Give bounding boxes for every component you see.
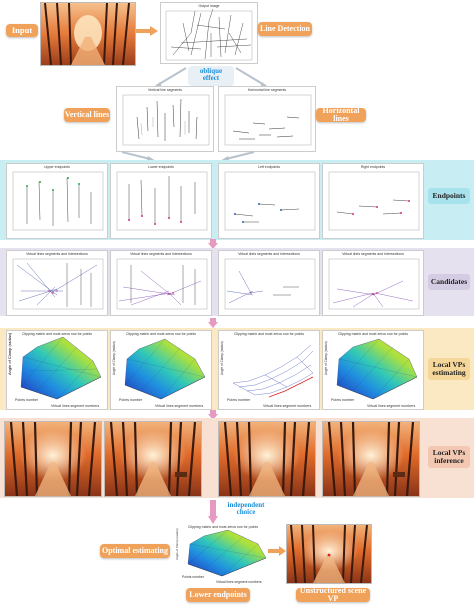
surface-ylabel-3: Virtual lines segment numbers [263,404,311,408]
candidates-panel-1: Virtual lines segments and Intersections [6,250,108,316]
inference-image-4 [322,421,420,497]
surface-ylabel-2: Virtual lines segment numbers [155,404,203,408]
endpoints-title-left: Left endpoints [258,165,280,169]
horizontal-lines-panel: Horizontal line segments [218,86,316,152]
surface-zlabel-3: Angle of Clamp (radian) [220,341,224,375]
surface-title-1: Clipping matrix and most zeros row for p… [21,332,93,336]
vertical-lines-label: Vertical lines [64,108,110,122]
surface-xlabel-4: Points number [331,398,355,402]
final-surface-panel: Clipping matrix and most zeros row for p… [174,524,272,584]
surface-title-4: Clipping matrix and most zeros row for p… [337,332,409,336]
candidates-panel-2: Virtual lines segments and Intersections [110,250,212,316]
endpoints-panel-upper: Upper endpoints [6,163,108,239]
candidates-title-2: Virtual lines segments and Intersections [130,252,192,256]
inference-image-2 [104,421,202,497]
surface-panel-4: Clipping matrix and most zeros row for p… [322,330,424,410]
arrow-to-candidates [208,239,218,249]
line-detection-panel: Output image [160,2,258,64]
final-surface-xlabel: Points number [182,575,205,579]
surface-panel-3: Clipping matrix and most zeros row for p… [218,330,320,410]
independent-choice-label: independent choice [227,501,265,517]
surface-xlabel-3: Points number [227,398,251,402]
surface-title-3: Clipping matrix and most zeros row for p… [233,332,305,336]
result-image [286,524,372,584]
surface-zlabel-1: Angle of Clamp (radian) [7,332,12,375]
endpoints-title-lower: Lower endpoints [148,165,174,169]
arrow-to-inference [208,410,218,420]
endpoints-title-upper: Upper endpoints [44,165,70,169]
line-detection-label: Line Detection [258,22,312,36]
lower-endpoints-label: Lower endpoints [186,588,250,602]
surface-title-2: Clipping matrix and most zeros row for p… [125,332,197,336]
surface-zlabel-2: Angle of Clamp (radian) [112,341,116,375]
candidates-panel-3: Virtual lines segments and Intersections [218,250,320,316]
endpoints-panel-left: Left endpoints [218,163,320,239]
oblique-effect-label: oblique effect [188,66,234,86]
horizontal-lines-label: Horizontal lines [316,106,366,123]
local-vps-inference-label: Local VPs inference [428,446,470,468]
surface-ylabel-1: Virtual lines segment numbers [51,404,99,408]
surface-panel-2: Clipping matrix and most zeros row for p… [110,330,212,410]
surface-xlabel-1: Points number [15,398,39,402]
input-image [40,2,136,66]
endpoints-panel-right: Right endpoints [322,163,424,239]
surface-panel-1: Clipping matrix and most zeros row for p… [6,330,108,410]
final-surface-ylabel: Virtual lines segment numbers [216,580,262,584]
candidates-panel-4: Virtual lines segments and Intersections [322,250,424,316]
surface-ylabel-4: Virtual lines segment numbers [367,404,415,408]
final-surface-title: Clipping matrix and most zeros row for p… [187,525,259,529]
final-surface-zlabel: Angle of Clamp (radian) [175,528,179,560]
local-vps-estimating-label: Local VPs estimating [428,358,470,380]
optimal-estimating-label: Optimal estimating [100,544,170,558]
line-detection-title: Output image [198,4,220,8]
endpoints-label: Endpoints [428,188,470,204]
arrow-independent-choice [208,500,218,524]
vertical-lines-title: Vertical line segments [147,88,183,92]
arrow-to-result [268,546,286,556]
arrow-to-local-vps [208,318,218,328]
input-label: Input [6,24,38,37]
surface-xlabel-2: Points number [119,398,143,402]
candidates-title-4: Virtual lines segments and Intersections [342,252,404,256]
surface-zlabel-4: Angle of Clamp (radian) [324,341,328,375]
arrow-input-to-line [136,26,158,36]
inference-image-3 [218,421,316,497]
vertical-lines-panel: Vertical line segments [116,86,214,152]
inference-image-1 [4,421,102,497]
endpoints-panel-lower: Lower endpoints [110,163,212,239]
horizontal-lines-title: Horizontal line segments [247,88,287,92]
endpoints-title-right: Right endpoints [360,165,386,169]
unstructured-scene-vp-label: Unstructured scene VP [296,586,370,603]
candidates-title-1: Virtual lines segments and Intersections [26,252,88,256]
candidates-label: Candidates [428,274,470,290]
candidates-title-3: Virtual lines segments and Intersections [238,252,300,256]
